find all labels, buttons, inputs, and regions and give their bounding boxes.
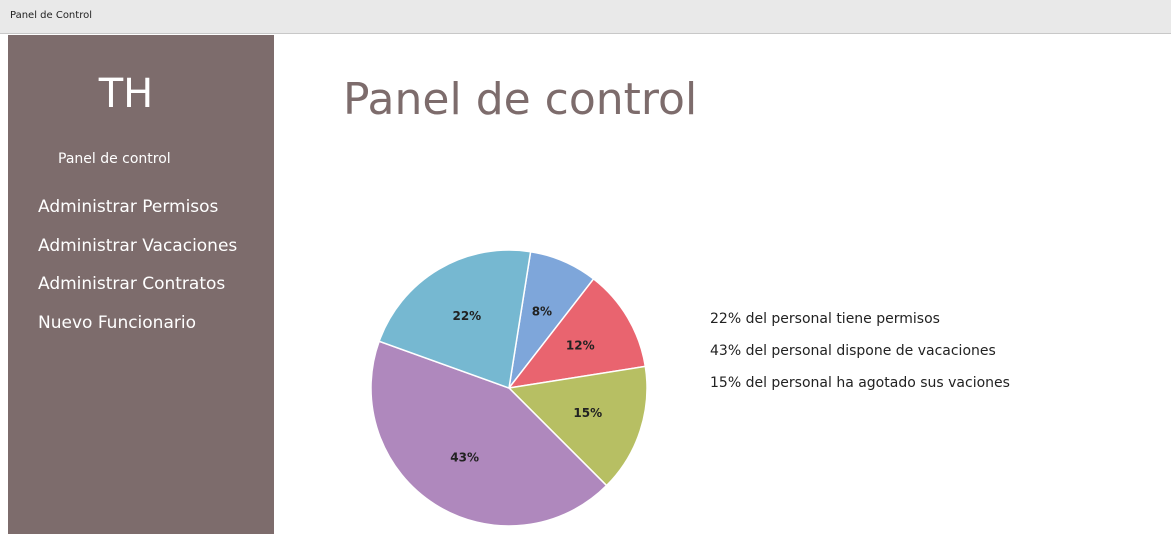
- data-label: 12%: [566, 338, 595, 352]
- data-label: 15%: [573, 406, 602, 420]
- nav-current[interactable]: Panel de control: [58, 151, 171, 167]
- pie-slice: [507, 277, 647, 390]
- title-bar: Panel de Control: [0, 0, 1171, 34]
- data-label: 43%: [450, 450, 479, 464]
- data-label: 8%: [532, 305, 552, 319]
- legend-note: 22% del personal tiene permisos: [710, 311, 940, 327]
- legend-note: 15% del personal ha agotado sus vaciones: [710, 375, 1010, 391]
- pie-slice: [507, 365, 648, 487]
- page-title: Panel de control: [343, 74, 698, 125]
- sidebar: TH Panel de control Administrar Permisos…: [8, 35, 274, 534]
- logo: TH: [98, 71, 154, 117]
- nav-item[interactable]: Administrar Permisos: [38, 197, 219, 217]
- pie-slice: [370, 340, 608, 527]
- nav-item[interactable]: Nuevo Funcionario: [38, 312, 196, 333]
- legend-note: 43% del personal dispone de vacaciones: [710, 343, 996, 359]
- data-label: 22%: [452, 309, 481, 323]
- nav-item[interactable]: Administrar Vacaciones: [38, 235, 238, 256]
- nav-item[interactable]: Administrar Contratos: [38, 274, 226, 294]
- window-title: Panel de Control: [10, 10, 92, 21]
- pie-slice: [378, 249, 532, 390]
